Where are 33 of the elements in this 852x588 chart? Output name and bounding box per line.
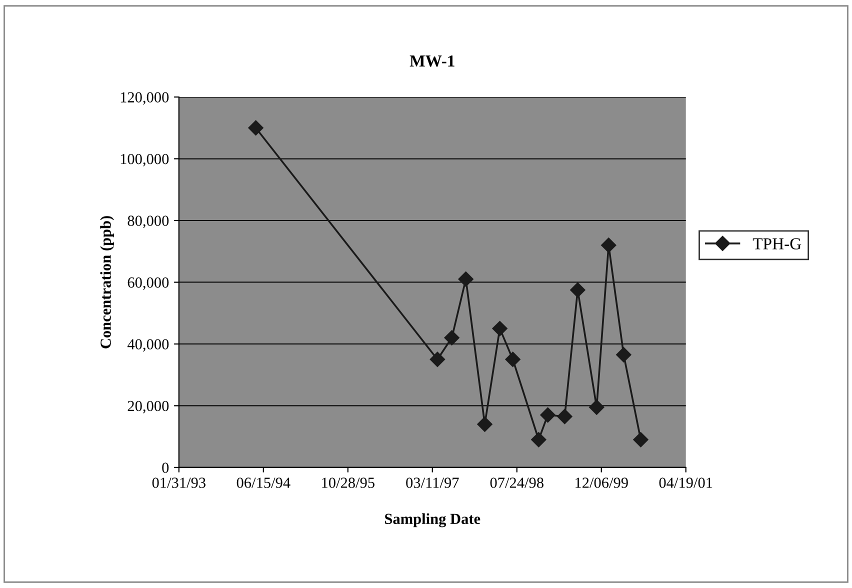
y-tick-label: 60,000 [128, 277, 169, 290]
x-tick-label: 06/15/94 [236, 478, 290, 488]
y-tick-label: 40,000 [127, 339, 169, 352]
point [430, 352, 446, 367]
x-tick-label: 04/19/01 [659, 478, 712, 488]
point [616, 347, 632, 362]
x-axis-title: Sampling Date [385, 513, 480, 528]
x-tick-label: 07/24/98 [490, 478, 544, 488]
y-tick-label: 120,000 [120, 92, 169, 105]
x-tick-label: 12/06/99 [576, 478, 628, 488]
x-tick-label: 03/11/97 [406, 478, 459, 488]
y-tick-label: 0 [162, 462, 169, 473]
point [540, 407, 556, 423]
point [444, 330, 460, 346]
point [570, 282, 586, 298]
x-tick-label: 10/28/95 [322, 478, 374, 488]
chart-title: MW-1 [410, 55, 454, 67]
point [492, 320, 508, 336]
point [458, 272, 474, 287]
point [248, 120, 264, 136]
point [633, 432, 648, 448]
y-tick-label: 100,000 [120, 154, 169, 166]
legend-label: TPH-G [752, 238, 802, 250]
point [557, 408, 572, 424]
y-axis-title: Concentration (ppb) [100, 216, 114, 348]
point [589, 400, 604, 415]
point [531, 432, 546, 448]
point [477, 416, 492, 432]
point [505, 352, 520, 367]
y-tick-label: 80,000 [128, 216, 169, 228]
y-tick-label: 20,000 [128, 400, 169, 414]
x-tick-label: 01/31/93 [152, 478, 206, 488]
point [601, 238, 616, 253]
